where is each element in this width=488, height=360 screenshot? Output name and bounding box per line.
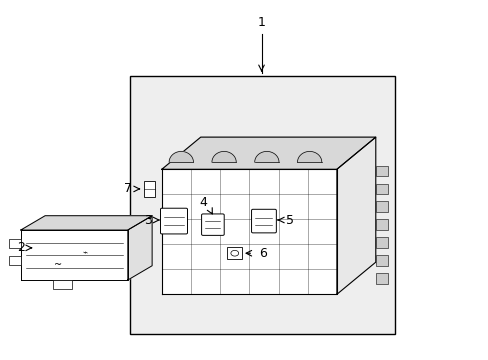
Polygon shape (169, 152, 193, 162)
Bar (9, 239, 21, 248)
Polygon shape (21, 216, 152, 230)
Bar (130, 76, 394, 334)
Polygon shape (254, 152, 279, 162)
Text: ⌁: ⌁ (82, 248, 87, 257)
Circle shape (230, 250, 238, 256)
Polygon shape (162, 169, 336, 294)
Bar (9, 256, 21, 265)
Bar (375, 184, 387, 194)
Polygon shape (297, 152, 321, 162)
Text: 5: 5 (285, 213, 293, 226)
FancyBboxPatch shape (160, 208, 187, 234)
Bar (144, 181, 155, 197)
Polygon shape (211, 152, 236, 162)
Text: 3: 3 (144, 213, 152, 226)
Text: 1: 1 (257, 16, 265, 29)
Text: 2: 2 (17, 241, 25, 255)
Bar (375, 273, 387, 284)
Bar (375, 255, 387, 266)
Text: ~: ~ (54, 260, 62, 270)
Text: 6: 6 (259, 247, 266, 260)
Bar (375, 219, 387, 230)
Bar (375, 237, 387, 248)
Text: 4: 4 (199, 195, 207, 208)
FancyBboxPatch shape (201, 214, 224, 235)
Polygon shape (127, 216, 152, 280)
Polygon shape (336, 137, 375, 294)
Bar (227, 247, 242, 260)
Bar (375, 166, 387, 176)
Text: 7: 7 (123, 183, 131, 195)
Bar (53, 280, 72, 289)
Bar (375, 202, 387, 212)
Polygon shape (21, 230, 127, 280)
Polygon shape (162, 137, 375, 169)
FancyBboxPatch shape (251, 209, 276, 233)
